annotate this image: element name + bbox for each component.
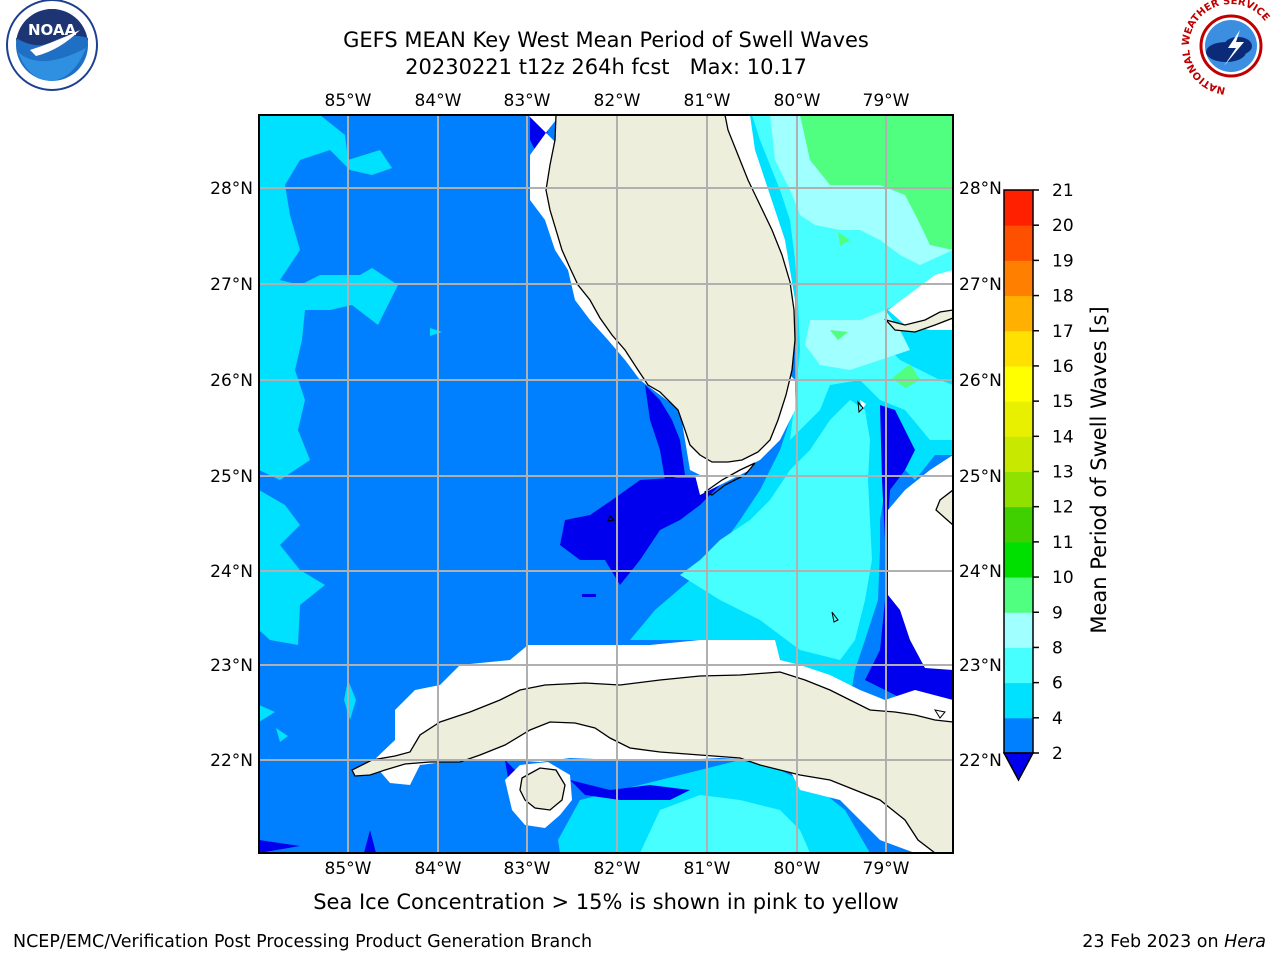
colorbar-segment	[1004, 401, 1033, 437]
lon-label-bottom: 81°W	[684, 859, 731, 879]
lon-label-bottom: 85°W	[325, 859, 372, 879]
lat-label-left: 23°N	[210, 656, 253, 676]
colorbar-tick-label: 14	[1052, 427, 1074, 447]
lat-label-left: 25°N	[210, 467, 253, 487]
lon-label-bottom: 83°W	[504, 859, 551, 879]
lon-label-top: 83°W	[504, 91, 551, 111]
colorbar: 2 4 6 8 9 10 11 12 13 14 15 16 17 18 19 20 21	[1002, 181, 1074, 782]
colorbar-segment	[1004, 225, 1033, 261]
colorbar-tick-label: 11	[1052, 533, 1074, 553]
colorbar-label: Mean Period of Swell Waves [s]	[1087, 306, 1111, 633]
lon-label-bottom: 82°W	[594, 859, 641, 879]
swell-period-map	[259, 115, 953, 853]
lon-label-top: 84°W	[415, 91, 462, 111]
colorbar-tick-label: 21	[1052, 181, 1074, 201]
colorbar-segment	[1004, 682, 1033, 719]
lon-label-top: 80°W	[774, 91, 821, 111]
colorbar-tick-label: 12	[1052, 498, 1074, 518]
nws-logo-icon: NATIONAL WEATHER SERVICE	[1181, 0, 1277, 96]
lat-label-right: 28°N	[959, 179, 1002, 199]
lat-label-left: 26°N	[210, 371, 253, 391]
colorbar-tick-label: 18	[1052, 287, 1074, 307]
colorbar-segment	[1004, 577, 1033, 613]
noaa-logo-icon: NOAA	[6, 0, 98, 91]
colorbar-tick-label: 2	[1052, 744, 1063, 764]
lat-label-left: 27°N	[210, 275, 253, 295]
lon-label-top: 82°W	[594, 91, 641, 111]
lat-label-left: 24°N	[210, 562, 253, 582]
lat-label-right: 25°N	[959, 467, 1002, 487]
colorbar-tick-label: 4	[1052, 709, 1063, 729]
colorbar-segment	[1004, 436, 1033, 472]
lat-label-right: 24°N	[959, 562, 1002, 582]
lon-label-bottom: 80°W	[774, 859, 821, 879]
colorbar-tick-label: 8	[1052, 638, 1063, 658]
colorbar-segment	[1004, 541, 1033, 578]
colorbar-segment	[1004, 365, 1033, 402]
colorbar-tick-label: 13	[1052, 463, 1074, 483]
footer-host: Hera	[1224, 932, 1266, 952]
footer-credit: NCEP/EMC/Verification Post Processing Pr…	[13, 932, 593, 952]
lon-label-top: 79°W	[863, 91, 910, 111]
colorbar-segment	[1004, 190, 1033, 226]
map-title: GEFS MEAN Key West Mean Period of Swell …	[343, 28, 869, 52]
lat-label-right: 23°N	[959, 656, 1002, 676]
colorbar-tick-label: 19	[1052, 251, 1074, 271]
colorbar-tick-label: 9	[1052, 603, 1063, 623]
lat-label-right: 27°N	[959, 275, 1002, 295]
lon-label-top: 85°W	[325, 91, 372, 111]
lat-label-left: 22°N	[210, 751, 253, 771]
lat-label-right: 26°N	[959, 371, 1002, 391]
colorbar-extend-arrow	[1002, 752, 1035, 782]
colorbar-segment	[1004, 260, 1033, 297]
lon-label-bottom: 79°W	[863, 859, 910, 879]
lat-label-right: 22°N	[959, 751, 1002, 771]
colorbar-tick-label: 15	[1052, 392, 1074, 412]
colorbar-tick-label: 10	[1052, 568, 1074, 588]
colorbar-segment	[1004, 295, 1033, 332]
lat-label-left: 28°N	[210, 179, 253, 199]
colorbar-tick-label: 6	[1052, 674, 1063, 694]
noaa-logo-text: NOAA	[28, 21, 77, 39]
lon-label-top: 81°W	[684, 91, 731, 111]
colorbar-segment	[1004, 506, 1033, 543]
footer-date-text: 23 Feb 2023 on	[1082, 932, 1225, 952]
footer-date: 23 Feb 2023 on Hera	[1082, 932, 1266, 952]
colorbar-segment	[1004, 717, 1033, 754]
colorbar-segment	[1004, 471, 1033, 508]
map-frame	[258, 114, 954, 854]
colorbar-segment	[1004, 612, 1033, 648]
lon-label-bottom: 84°W	[415, 859, 462, 879]
colorbar-tick-label: 20	[1052, 216, 1074, 236]
colorbar-segment	[1004, 647, 1033, 684]
colorbar-segment	[1004, 330, 1033, 367]
colorbar-tick-label: 17	[1052, 322, 1074, 342]
graticule	[259, 115, 953, 853]
map-subtitle: 20230221 t12z 264h fcst Max: 10.17	[405, 55, 807, 79]
sea-ice-caption: Sea Ice Concentration > 15% is shown in …	[313, 890, 899, 914]
colorbar-tick-label: 16	[1052, 357, 1074, 377]
